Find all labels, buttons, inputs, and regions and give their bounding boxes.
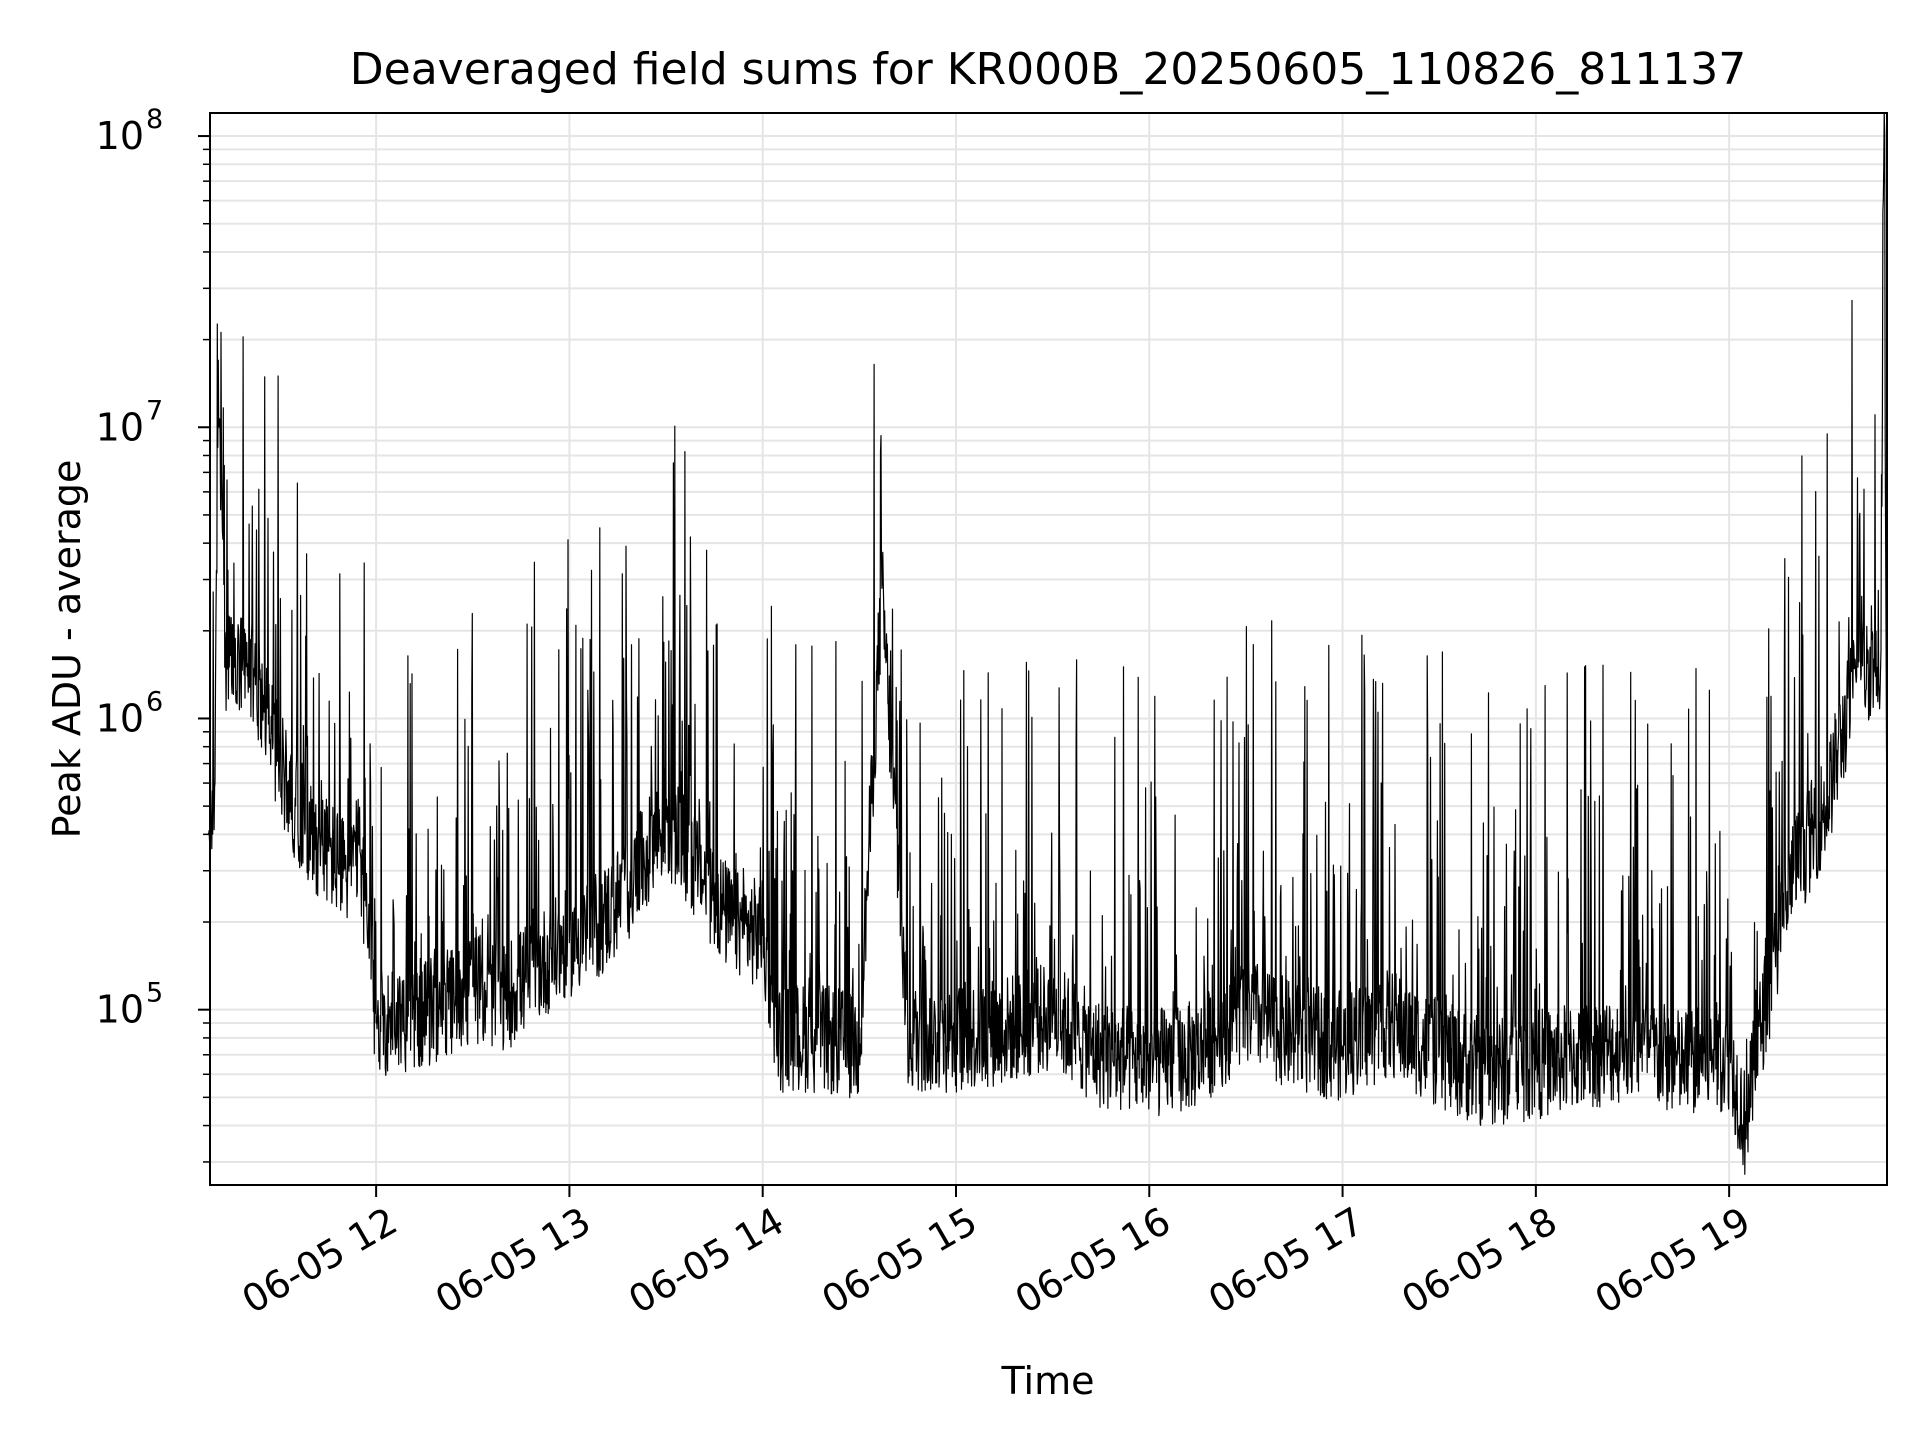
y-tick-label-exponent: 6 bbox=[146, 686, 163, 717]
y-tick-label-exponent: 8 bbox=[146, 104, 163, 135]
y-axis-label: Peak ADU - average bbox=[45, 460, 89, 839]
x-tick-label: 06-05 13 bbox=[428, 1199, 598, 1323]
grid-minor bbox=[210, 148, 1887, 1163]
grid-major bbox=[210, 113, 1887, 1185]
y-tick-label: 10 bbox=[96, 988, 144, 1032]
y-tick-label-exponent: 7 bbox=[146, 395, 163, 426]
x-tick-label: 06-05 19 bbox=[1588, 1199, 1758, 1323]
x-axis-ticks: 06-05 12 06-05 13 06-05 14 06-05 15 06-05 16… bbox=[235, 1185, 1758, 1322]
x-axis-label: Time bbox=[1001, 1359, 1095, 1403]
x-tick-label: 06-05 16 bbox=[1008, 1199, 1178, 1323]
series-line bbox=[208, 112, 1888, 1175]
y-tick-label: 10 bbox=[96, 696, 144, 740]
y-tick-label-exponent: 5 bbox=[146, 978, 163, 1009]
x-tick-label: 06-05 14 bbox=[621, 1199, 791, 1323]
plot-frame bbox=[209, 112, 1888, 1186]
x-tick-label: 06-05 12 bbox=[235, 1199, 405, 1323]
y-tick-label: 10 bbox=[96, 405, 144, 449]
chart-title: Deaveraged field sums for KR000B_2025060… bbox=[350, 44, 1746, 95]
x-tick-label: 06-05 15 bbox=[815, 1199, 985, 1323]
y-tick-label: 10 bbox=[96, 114, 144, 158]
x-tick-label: 06-05 17 bbox=[1201, 1199, 1371, 1323]
x-tick-label: 06-05 18 bbox=[1394, 1199, 1564, 1323]
